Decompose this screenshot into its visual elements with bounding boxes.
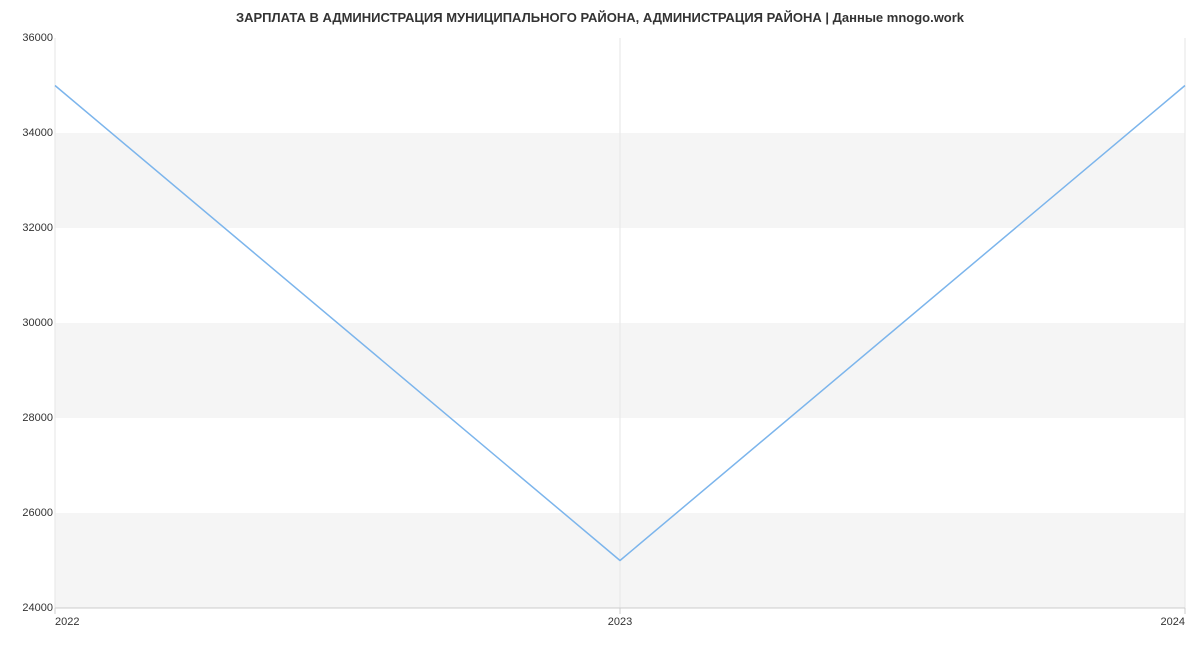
plot-area bbox=[55, 38, 1185, 608]
y-tick-label: 36000 bbox=[0, 32, 53, 44]
y-tick-label: 28000 bbox=[0, 412, 53, 424]
y-tick-label: 34000 bbox=[0, 127, 53, 139]
x-tick-label: 2023 bbox=[608, 616, 632, 628]
y-tick-label: 26000 bbox=[0, 507, 53, 519]
chart-title: ЗАРПЛАТА В АДМИНИСТРАЦИЯ МУНИЦИПАЛЬНОГО … bbox=[0, 10, 1200, 25]
y-tick-label: 32000 bbox=[0, 222, 53, 234]
chart-svg bbox=[55, 38, 1185, 616]
x-tick-label: 2022 bbox=[55, 616, 79, 628]
y-tick-label: 24000 bbox=[0, 602, 53, 614]
x-tick-label: 2024 bbox=[1161, 616, 1185, 628]
chart-container: ЗАРПЛАТА В АДМИНИСТРАЦИЯ МУНИЦИПАЛЬНОГО … bbox=[0, 0, 1200, 650]
y-tick-label: 30000 bbox=[0, 317, 53, 329]
